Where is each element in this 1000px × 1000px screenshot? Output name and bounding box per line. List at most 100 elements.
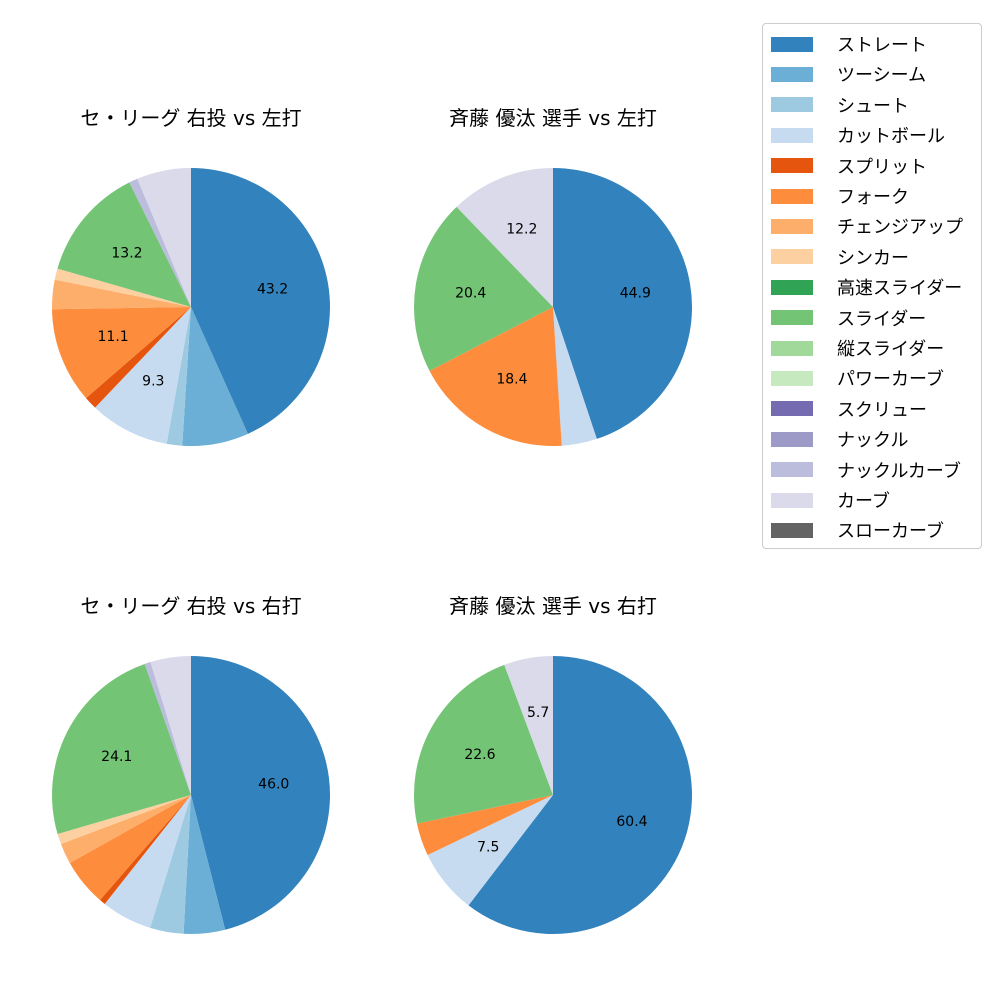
chart-title: セ・リーグ 右投 vs 左打: [80, 106, 302, 130]
legend-label: チェンジアップ: [837, 217, 963, 239]
legend-item: シンカー: [771, 245, 909, 269]
pie-slice: [52, 279, 191, 310]
pie-slice: [191, 656, 330, 930]
legend-item: スプリット: [771, 154, 927, 178]
legend-swatch: [771, 310, 813, 326]
legend-swatch: [771, 492, 813, 508]
legend-swatch: [771, 370, 813, 386]
pie-slice: [427, 795, 553, 906]
pie-slice: [60, 795, 192, 863]
legend-label: パワーカーブ: [837, 369, 944, 391]
legend-swatch: [771, 158, 813, 174]
legend-label: カットボール: [837, 126, 945, 148]
chart-title: 斉藤 優汰 選手 vs 左打: [449, 106, 657, 130]
pie-slice: [414, 664, 553, 824]
pie-slice: [104, 795, 191, 928]
legend-item: シュート: [771, 93, 909, 117]
pie-value-label: 44.9: [620, 286, 651, 302]
legend-swatch: [771, 462, 813, 478]
legend-label: ストレート: [837, 35, 927, 56]
pie-slice: [69, 795, 191, 901]
legend-label: ナックルカーブ: [837, 460, 961, 482]
pie-slice: [54, 268, 192, 307]
legend-label: 縦スライダー: [837, 339, 945, 360]
legend-item: パワーカーブ: [771, 366, 944, 390]
legend-item: チェンジアップ: [771, 214, 963, 238]
pie-value-label: 18.4: [496, 372, 527, 388]
legend-label: スローカーブ: [837, 521, 944, 543]
pie-value-label: 20.4: [455, 285, 486, 301]
pie-value-label: 43.2: [257, 282, 288, 298]
legend-swatch: [771, 249, 813, 265]
pie-slice: [150, 795, 191, 934]
legend-swatch: [771, 66, 813, 82]
pie-slice: [504, 656, 553, 795]
legend-label: 高速スライダー: [837, 278, 963, 300]
legend-swatch: [771, 431, 813, 447]
pie-value-label: 60.4: [616, 814, 647, 830]
legend-swatch: [771, 340, 813, 356]
pie-slice: [183, 795, 226, 934]
pie-slice: [553, 168, 693, 439]
legend-swatch: [771, 401, 813, 417]
pie-slice: [95, 307, 191, 444]
pie-chart: 46.0 24.1: [52, 656, 330, 934]
pie-slice: [456, 168, 553, 307]
legend-swatch: [771, 127, 813, 143]
pie-slice: [429, 307, 562, 446]
pie-chart: 60.4 7.5 22.6 5.7: [414, 656, 692, 934]
legend-swatch: [771, 279, 813, 295]
chart-title: 斉藤 優汰 選手 vs 右打: [449, 594, 657, 618]
legend-swatch: [771, 522, 813, 538]
pie-slice: [191, 168, 330, 434]
legend: ストレートツーシームシュートカットボール スプリットフォークチェンジアップ シンカー…: [762, 23, 982, 549]
pie-value-label: 24.1: [101, 749, 132, 765]
pie-slice: [416, 795, 553, 855]
legend-item: ツーシーム: [771, 62, 926, 86]
pie-slice: [86, 307, 191, 408]
pie-slice: [414, 206, 553, 371]
pie-slice: [52, 307, 192, 399]
legend-label: スプリット: [837, 156, 927, 178]
legend-item: ナックルカーブ: [771, 458, 961, 482]
legend-item: フォーク: [771, 184, 909, 208]
legend-swatch: [771, 188, 813, 204]
pie-value-label: 12.2: [506, 222, 537, 238]
legend-swatch: [771, 218, 813, 234]
legend-item: 高速スライダー: [771, 275, 962, 299]
pie-slice: [166, 307, 191, 446]
legend-label: スライダー: [837, 308, 927, 330]
pie-slice: [129, 178, 191, 307]
legend-label: ツーシーム: [837, 65, 927, 87]
legend-swatch: [771, 97, 813, 113]
pie-slice: [150, 656, 191, 795]
pie-chart: 44.9 18.4 20.4 12.2: [414, 168, 693, 446]
pie-slice: [57, 182, 191, 307]
pie-slice: [99, 795, 191, 904]
legend-item: スローカーブ: [771, 518, 944, 542]
legend-item: カーブ: [771, 488, 890, 512]
legend-item: 縦スライダー: [771, 336, 944, 360]
pie-slice: [468, 656, 692, 934]
legend-label: スクリュー: [837, 399, 927, 421]
legend-label: シンカー: [837, 247, 909, 269]
pie-value-label: 46.0: [258, 777, 289, 793]
legend-item: ナックル: [771, 427, 908, 451]
pie-value-label: 5.7: [527, 705, 549, 721]
legend-item: スライダー: [771, 306, 926, 330]
pie-value-label: 9.3: [142, 373, 164, 389]
legend-label: ナックル: [837, 430, 909, 452]
pie-value-label: 13.2: [111, 246, 142, 262]
legend-swatch: [771, 36, 813, 52]
pie-value-label: 22.6: [464, 747, 495, 763]
pie-value-label: 7.5: [477, 840, 499, 856]
pie-value-label: 11.1: [98, 329, 129, 345]
pie-slice: [553, 307, 597, 446]
pie-chart: 43.2 9.3 11.1 13.2: [52, 168, 330, 446]
legend-item: スクリュー: [771, 397, 927, 421]
pie-slice: [57, 795, 191, 844]
legend-item: ストレート: [771, 32, 927, 56]
pie-slice: [182, 307, 248, 446]
pie-slice: [52, 663, 192, 835]
pie-slice: [137, 168, 191, 307]
